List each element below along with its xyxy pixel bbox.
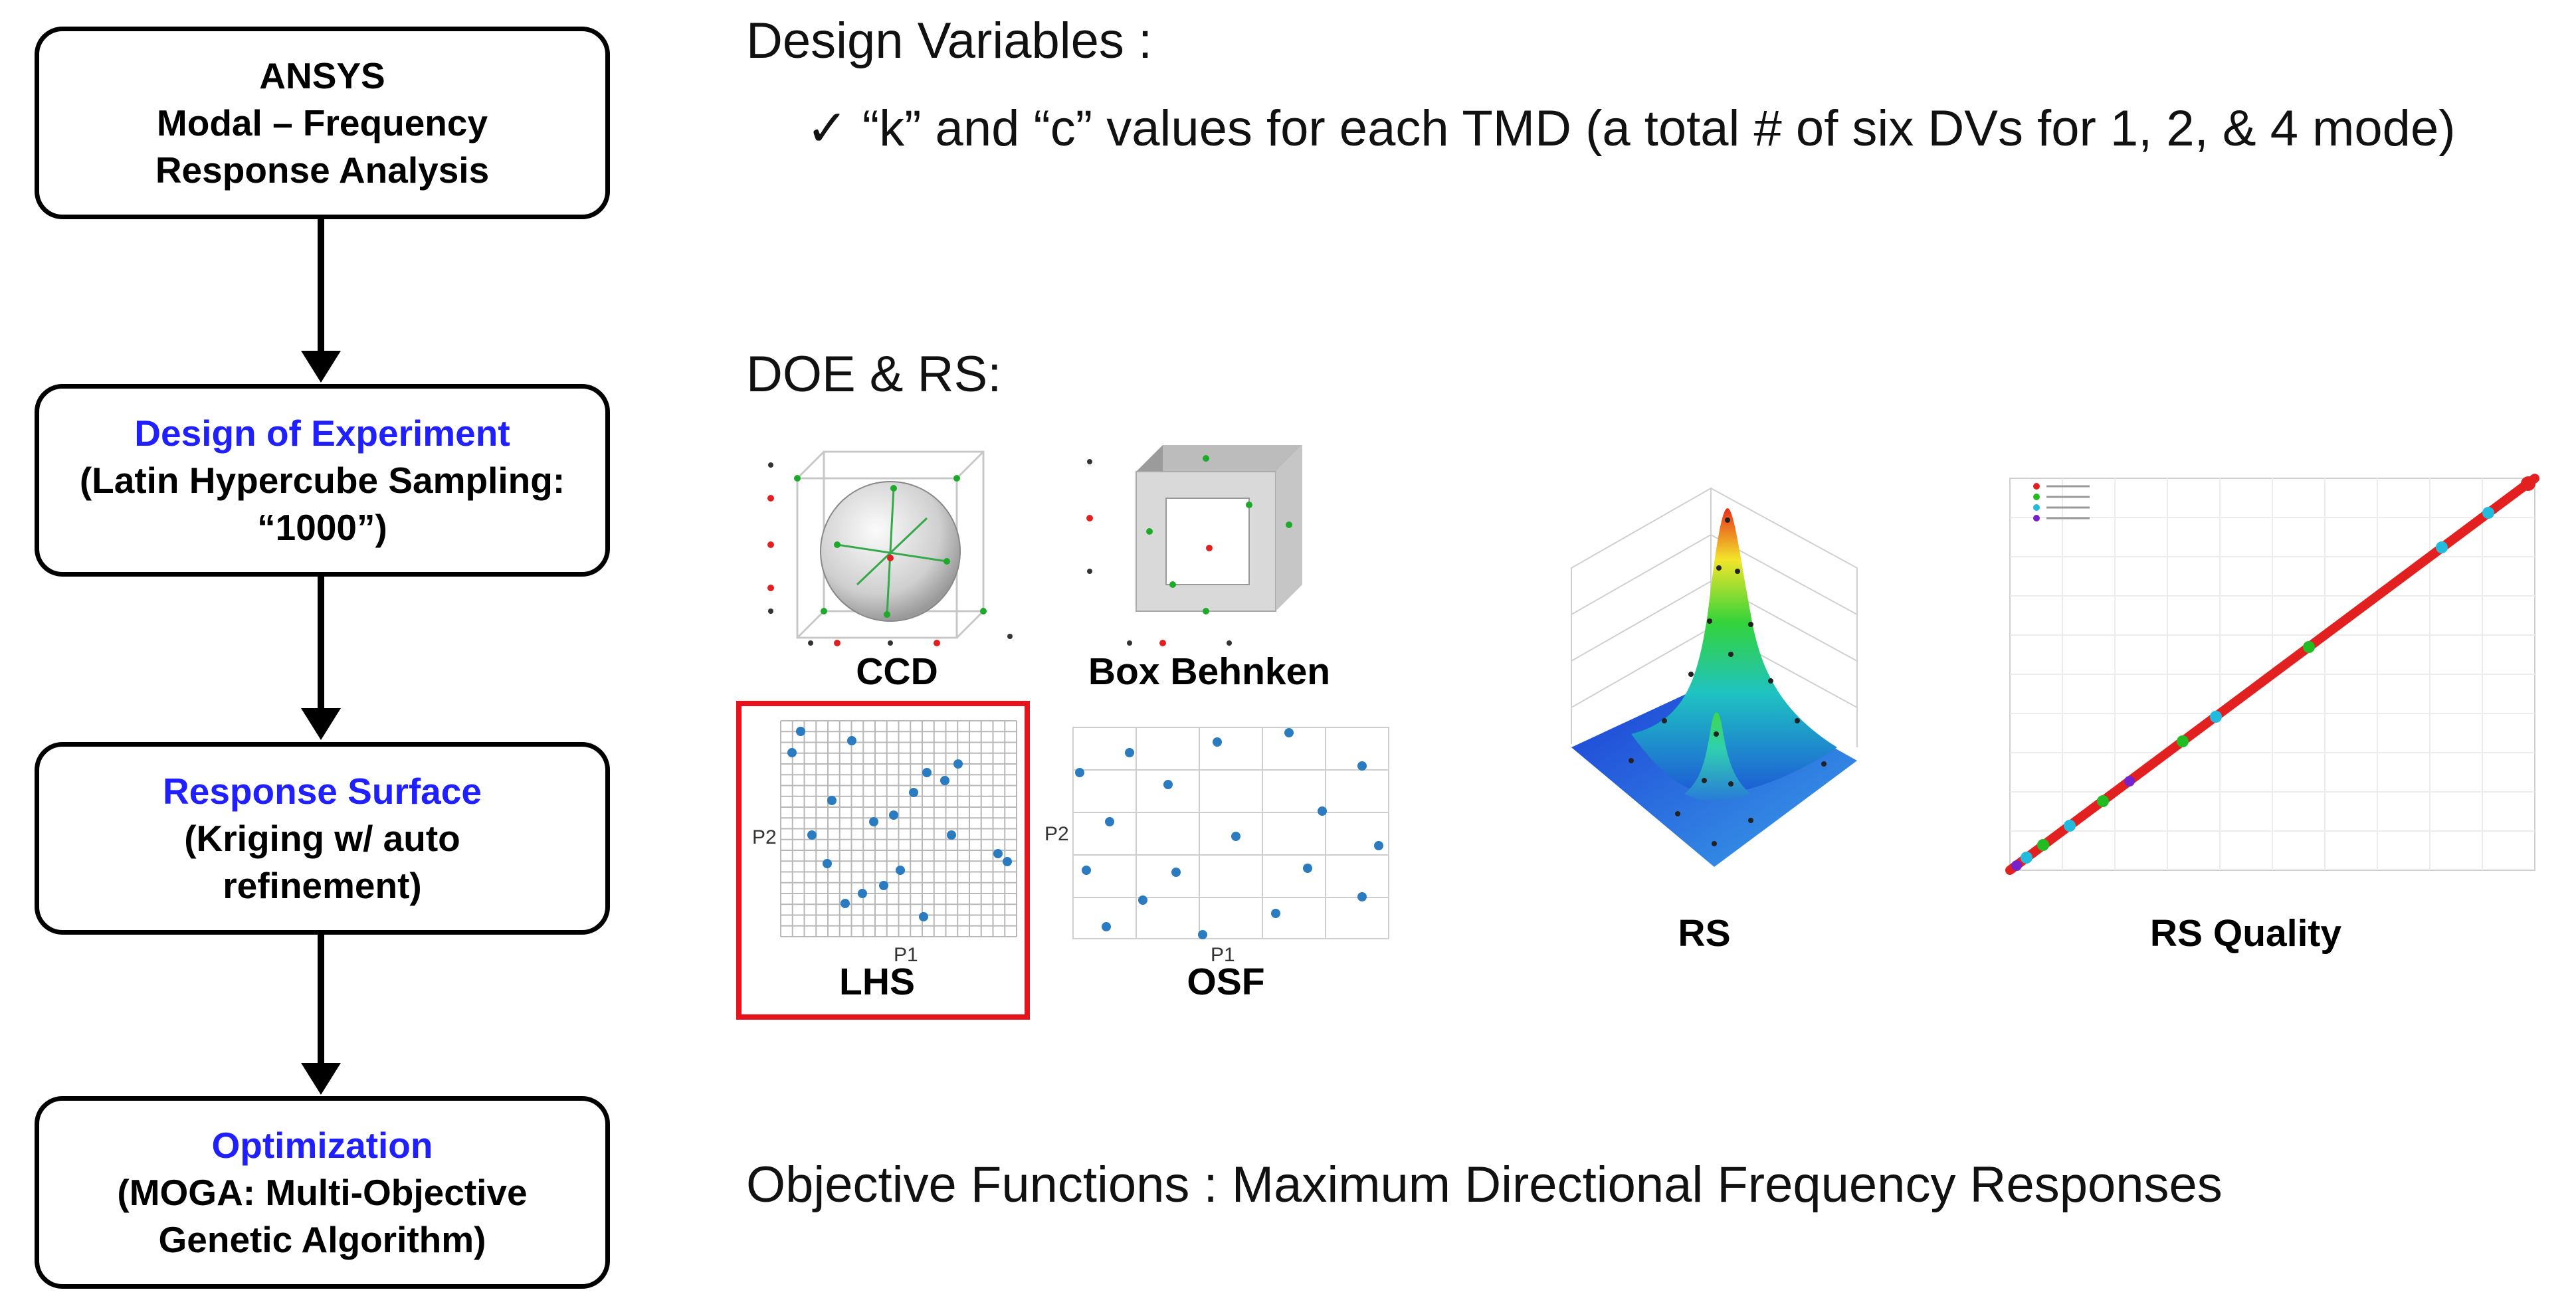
objective-functions-text: Objective Functions : Maximum Directiona… [746, 1157, 2223, 1213]
lhs-thumbnail: P2 P1 [752, 720, 1017, 966]
flow-step-line: Modal – Frequency [156, 102, 488, 143]
flow-arrow [318, 577, 324, 713]
rs-quality-thumbnail [2005, 474, 2539, 875]
flow-step-response-surface: Response Surface (Kriging w/ auto refine… [35, 742, 610, 935]
flow-step-line: (Kriging w/ auto [184, 817, 460, 859]
flow-step-title: Optimization [211, 1124, 433, 1166]
flow-step-ansys: ANSYS Modal – Frequency Response Analysi… [35, 27, 610, 219]
flow-step-line: (Latin Hypercube Sampling: [79, 459, 565, 501]
flow-arrowhead [301, 351, 341, 383]
checkmark-icon: ✓ [806, 100, 848, 157]
lhs-axis-p2: P2 [752, 826, 777, 848]
ccd-label: CCD [856, 650, 938, 693]
lhs-highlight-box [736, 701, 1030, 1020]
lhs-axis-p1: P1 [894, 944, 918, 966]
box-behnken-label: Box Behnken [1088, 650, 1331, 693]
osf-axis-p1: P1 [1211, 944, 1235, 966]
rs-label: RS [1678, 912, 1731, 955]
ccd-thumbnail [767, 450, 1013, 646]
rs-quality-label: RS Quality [2149, 912, 2342, 955]
flow-step-line: refinement) [223, 864, 422, 906]
osf-thumbnail: P2 P1 [1044, 727, 1389, 966]
flow-arrowhead [301, 708, 341, 740]
flow-arrowhead [301, 1063, 341, 1095]
rs-surface-thumbnail [1571, 487, 1858, 867]
design-variables-item: ✓ “k” and “c” values for each TMD (a tot… [806, 98, 2456, 157]
flow-step-title: Response Surface [163, 770, 482, 812]
flow-step-line: “1000”) [257, 506, 387, 548]
osf-axis-p2: P2 [1044, 823, 1069, 845]
flow-step-line: (MOGA: Multi-Objective [117, 1171, 528, 1213]
flow-step-line: Response Analysis [155, 149, 490, 191]
design-variables-text: “k” and “c” values for each TMD (a total… [862, 100, 2456, 157]
box-behnken-thumbnail [1086, 445, 1302, 646]
flow-step-doe: Design of Experiment (Latin Hypercube Sa… [35, 384, 610, 577]
design-variables-heading: Design Variables : [746, 13, 1153, 69]
doe-rs-heading: DOE & RS: [746, 346, 1002, 403]
flow-step-line: Genetic Algorithm) [158, 1218, 486, 1260]
osf-label: OSF [1187, 961, 1265, 1003]
legend [2033, 483, 2090, 521]
lhs-label: LHS [839, 961, 915, 1003]
flow-step-optimization: Optimization (MOGA: Multi-Objective Gene… [35, 1096, 610, 1289]
flow-arrow [318, 219, 324, 355]
flow-arrow [318, 935, 324, 1068]
flow-step-title: Design of Experiment [134, 412, 510, 454]
flow-step-title: ANSYS [259, 54, 385, 96]
